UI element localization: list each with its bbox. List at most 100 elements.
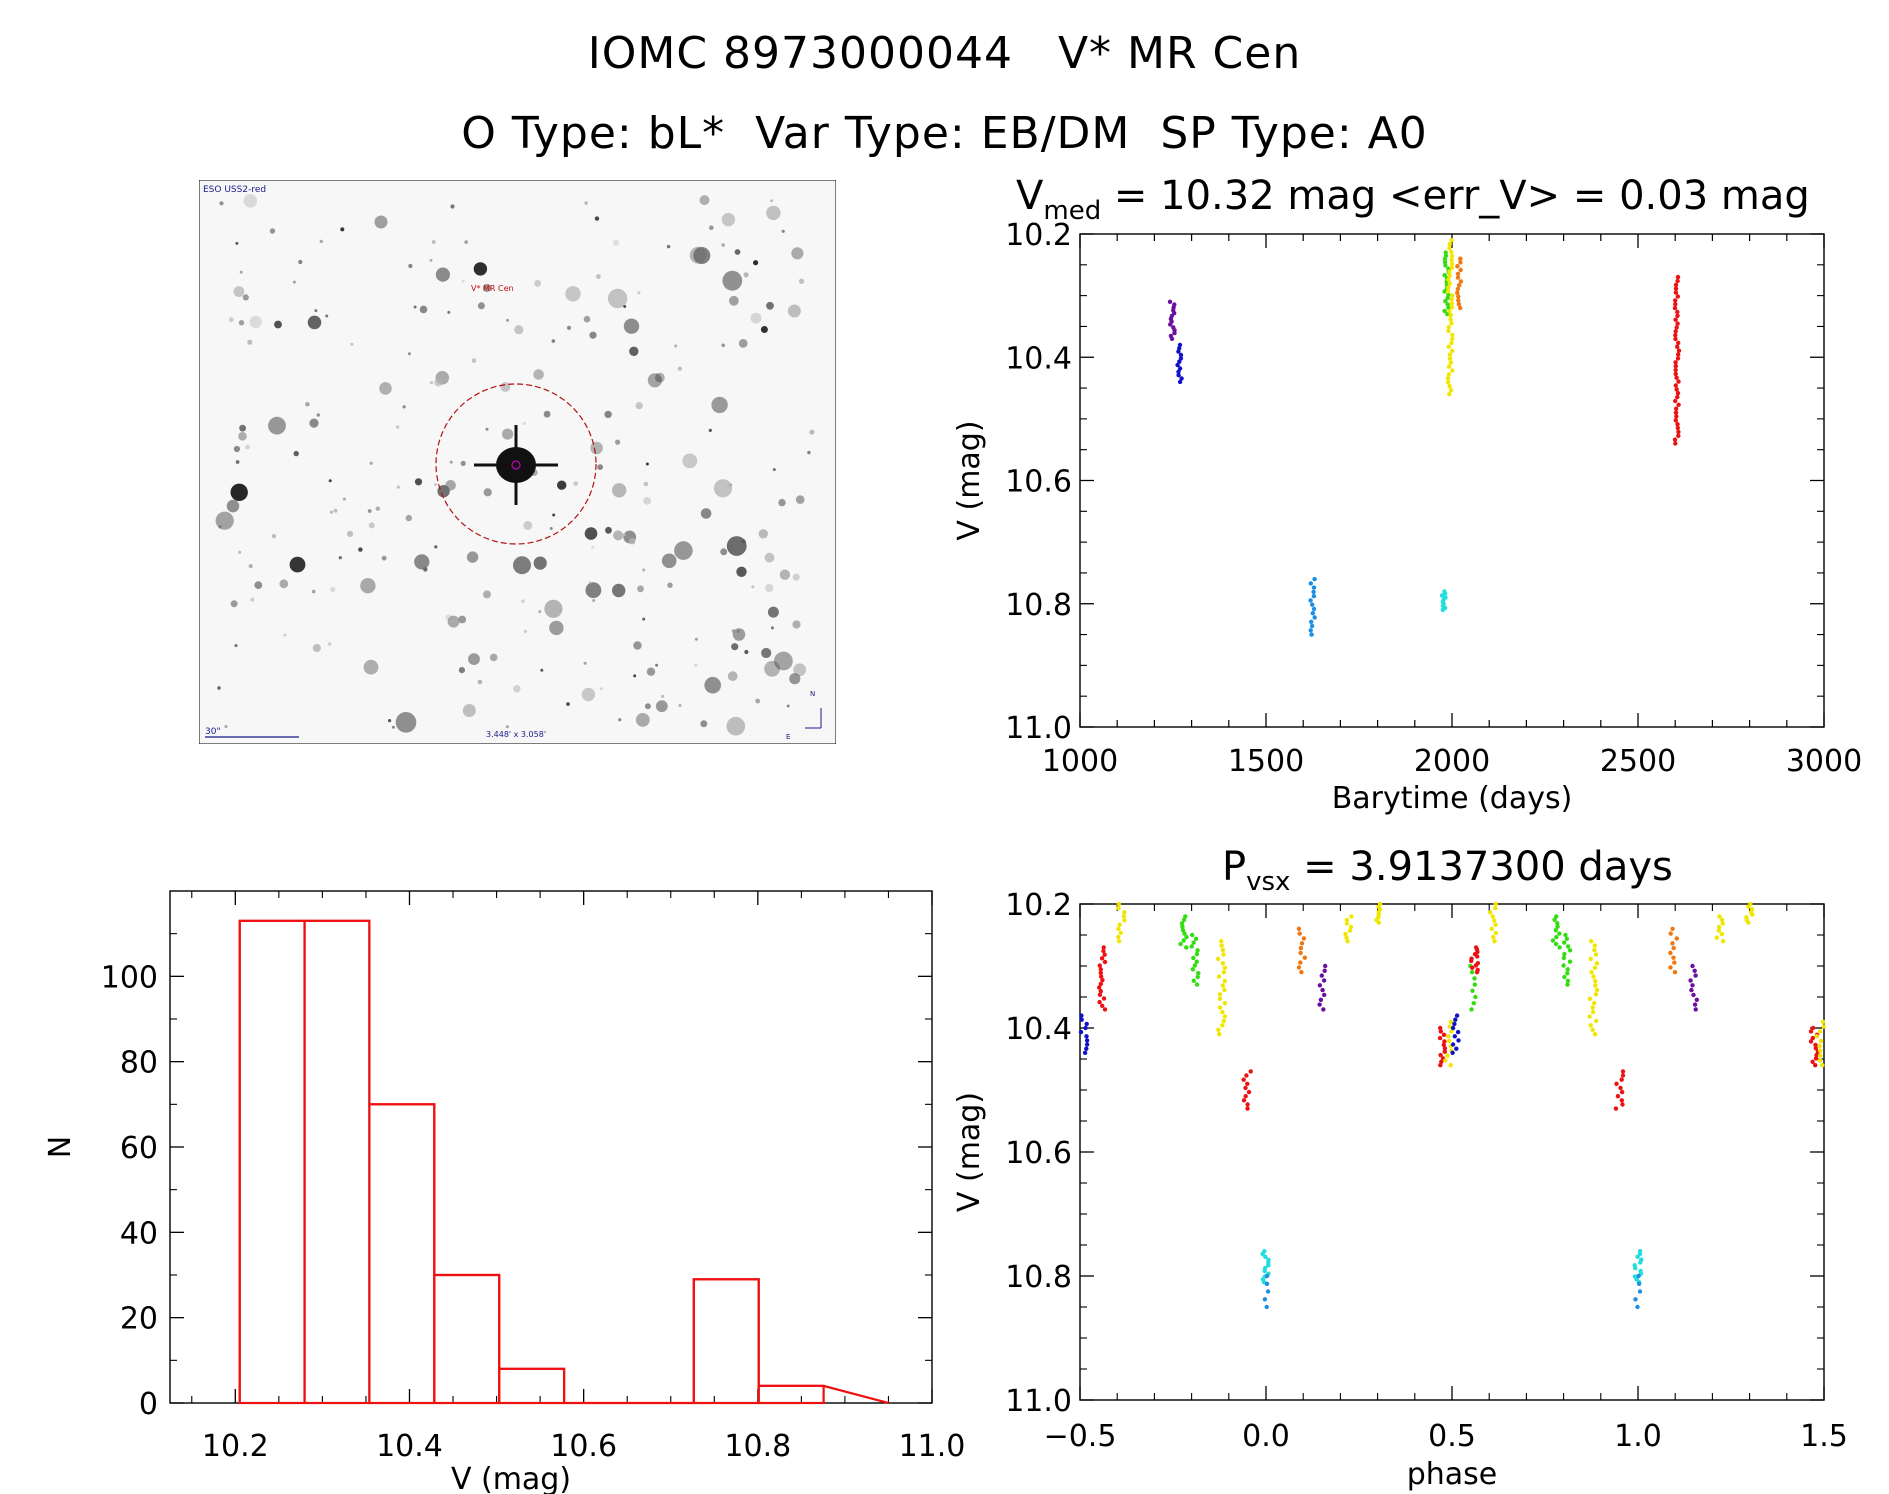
lightcurve-point [1446,380,1451,385]
sky-star [305,402,310,407]
phased-point [1442,1039,1447,1044]
phased-point [1099,974,1104,979]
sky-star [753,260,759,266]
phased-point [1102,959,1108,965]
phased-point [1084,1021,1089,1027]
lightcurve-point [1673,282,1679,288]
sky-star [513,556,531,575]
histogram-outline [238,919,889,1405]
phased-point [1180,928,1186,933]
phased-point [1565,971,1570,976]
sky-star [249,315,262,329]
histogram-bar [692,1278,760,1405]
sky-star [774,651,793,671]
sky-star [623,318,640,334]
phased-point [1493,901,1498,907]
sky-star [468,653,480,665]
compass-north-label: N [810,690,815,698]
phased-point [1565,978,1571,983]
lightcurve-point [1673,398,1678,404]
sky-star [623,305,627,308]
phased-point [1563,932,1568,938]
phased-x-label: phase [1407,1457,1498,1492]
phased-point [1097,985,1102,990]
lightcurve-point [1673,371,1678,377]
phased-point [1344,917,1350,923]
phased-point [1670,941,1675,946]
lightcurve-point [1672,437,1678,442]
phased-point [1084,1038,1090,1043]
phased-point [1449,1029,1454,1034]
histogram-x-tick-label: 10.2 [202,1429,269,1464]
sky-star [543,410,551,418]
figure-title: IOMC 8973000044 V* MR Cen [587,28,1302,79]
phased-point [1262,1297,1268,1302]
sky-star [239,424,246,432]
phased-point [1587,1014,1592,1019]
phased-point [1620,1073,1626,1078]
sky-star [230,600,238,608]
phased-point [1079,1017,1084,1022]
lightcurve-point [1675,422,1680,427]
sky-star [682,453,698,469]
phased-point [1820,1019,1826,1024]
figure-subtitle: O Type: bL* Var Type: EB/DM SP Type: A0 [461,108,1428,159]
phased-point [1248,1069,1253,1074]
phased-point [1195,974,1200,980]
phased-point [1619,1098,1625,1103]
phased-point [1454,1046,1459,1051]
lightcurve-point [1446,372,1452,377]
sky-star [770,199,774,203]
sky-star [642,617,646,621]
sky-star [551,339,556,343]
histogram-bar [433,1273,501,1405]
phased-point [1217,992,1223,997]
phased-point [1245,1102,1250,1107]
lightcurve-point [1446,277,1451,282]
sky-star [368,522,375,529]
lightcurve-point [1458,279,1464,284]
sky-star [449,460,453,464]
lightcurve-point [1458,260,1463,265]
lightcurve-point [1455,275,1461,280]
lightcurve-point [1449,297,1454,302]
lightcurve-point [1673,410,1679,415]
sky-star [772,468,776,472]
sky-star [450,204,455,209]
lightcurve-point [1455,286,1461,292]
phased-point [1592,965,1598,970]
sky-star [248,564,253,569]
lightcurve-point [1176,349,1181,354]
sky-star [477,679,483,685]
sky-star [693,247,711,264]
phased-point [1178,941,1183,947]
sky-star [374,215,388,229]
phased-point [1122,918,1127,923]
phased-point [1265,1289,1271,1294]
sky-star [694,637,698,641]
phased-point [1453,1017,1458,1022]
sky-star [502,428,514,440]
histogram-bar [757,1384,825,1405]
lightcurve-point [1673,302,1678,307]
lightcurve-point [1445,295,1450,301]
sky-star [738,339,748,348]
lightcurve-point [1177,359,1182,364]
phased-point [1100,978,1105,983]
phased-point [1564,936,1570,941]
lightcurve-point [1675,391,1681,396]
sky-star [778,498,786,507]
phased-point [1491,918,1497,923]
sky-star [233,445,240,453]
phased-point [1298,960,1303,965]
histogram-x-tick-label: 10.4 [376,1429,443,1464]
lightcurve-point [1177,346,1182,351]
phased-point [1345,939,1350,944]
sky-star [661,694,665,699]
phased-point [1450,1025,1456,1031]
histogram-x-label: V (mag) [451,1462,571,1494]
phased-point [1101,945,1106,950]
phased-point [1447,1024,1453,1029]
lightcurve-point [1673,418,1679,423]
